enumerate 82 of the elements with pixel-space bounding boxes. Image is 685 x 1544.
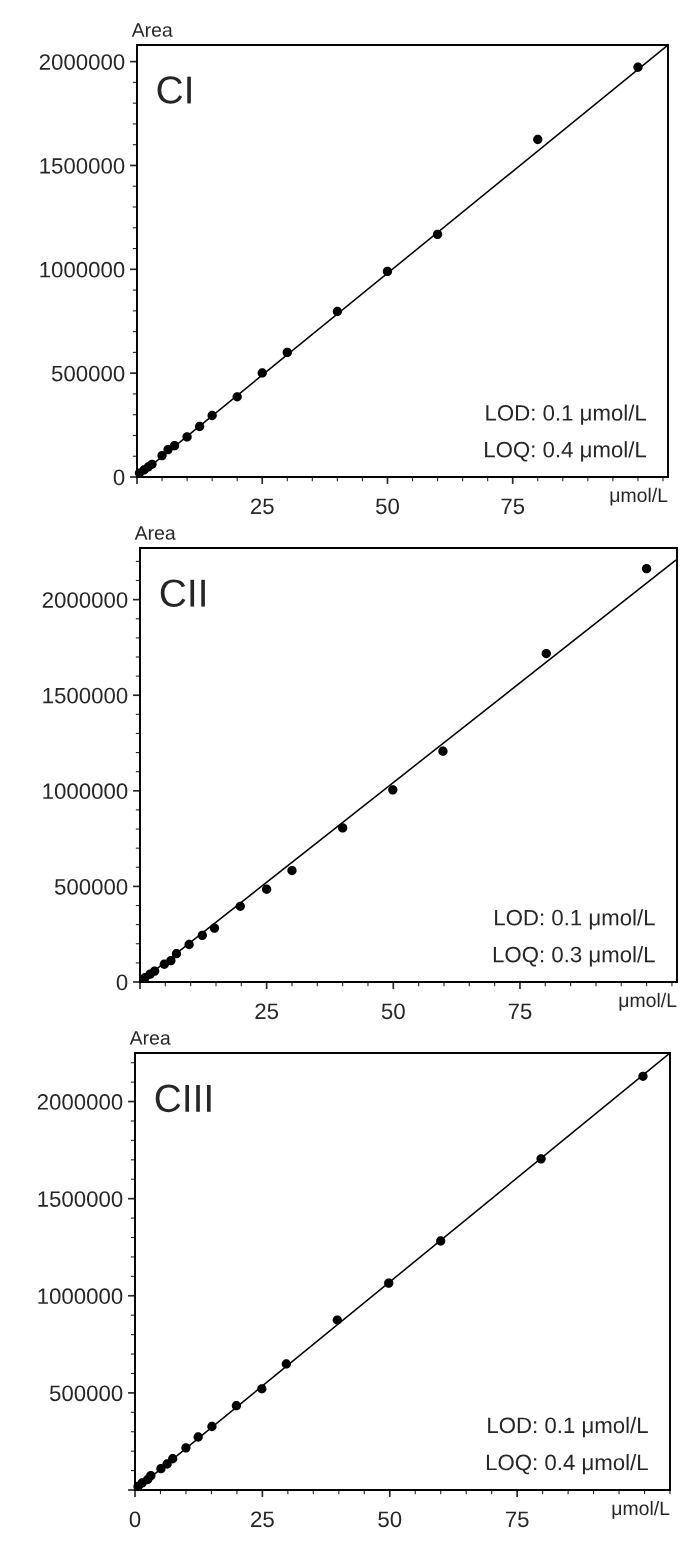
point xyxy=(166,955,176,966)
point xyxy=(156,1463,166,1474)
annotation: LOQ: 0.3 μmol/L xyxy=(493,946,655,967)
x-tick-label: 0 xyxy=(129,1511,141,1528)
x-tick-label: 25 xyxy=(255,1003,279,1020)
point xyxy=(257,368,267,378)
y-tick-label: 1500000 xyxy=(38,1191,123,1207)
x-tick-label: 25 xyxy=(251,1511,274,1528)
y-tick-label: 500000 xyxy=(51,365,125,382)
x-tick-label: 75 xyxy=(501,498,525,515)
y-tick-label: 0 xyxy=(113,469,125,486)
point xyxy=(382,266,393,277)
point xyxy=(257,1384,267,1394)
x-tick-label: 25 xyxy=(251,498,274,515)
point xyxy=(436,1236,446,1246)
point xyxy=(207,410,217,421)
point xyxy=(168,1454,178,1464)
y-axis-title: Area xyxy=(131,23,173,37)
x-tick-label: 50 xyxy=(378,1511,402,1528)
point xyxy=(147,459,157,469)
y-tick-label: 1500000 xyxy=(43,687,128,704)
annotation: LOD: 0.1 μmol/L xyxy=(495,909,655,930)
y-tick-label: 500000 xyxy=(49,1385,123,1402)
x-axis-title: μmol/L xyxy=(612,1500,670,1519)
point xyxy=(169,440,180,451)
point xyxy=(235,901,245,911)
point xyxy=(181,1443,191,1453)
annotation: LOQ: 0.4 μmol/L xyxy=(486,1453,648,1475)
point xyxy=(209,923,220,933)
y-tick-label: 1000000 xyxy=(40,261,125,278)
x-axis-title: μmol/L xyxy=(610,487,668,506)
point xyxy=(157,450,167,461)
y-tick-label: 1000000 xyxy=(43,783,128,800)
annotation: LOD: 0.1 μmol/L xyxy=(488,1416,648,1438)
y-tick-label: 500000 xyxy=(54,878,128,895)
y-axis-title: Area xyxy=(129,1031,171,1045)
point xyxy=(182,432,192,442)
x-tick-label: 75 xyxy=(505,1511,529,1528)
point xyxy=(207,1421,217,1432)
point xyxy=(536,1154,546,1164)
point xyxy=(281,1359,291,1369)
point xyxy=(287,865,297,876)
point xyxy=(332,1315,342,1325)
y-tick-label: 1500000 xyxy=(40,158,125,174)
annotation: LOQ: 0.4 μmol/L xyxy=(485,441,647,462)
point xyxy=(332,306,343,317)
x-axis-title: μmol/L xyxy=(619,992,677,1011)
point xyxy=(261,884,272,894)
x-tick-label: 50 xyxy=(381,1003,405,1020)
point xyxy=(184,939,194,950)
point xyxy=(146,1470,156,1481)
point xyxy=(533,134,543,145)
y-tick-label: 2000000 xyxy=(42,592,128,608)
point xyxy=(432,229,443,240)
x-tick-label: 75 xyxy=(508,1003,532,1020)
point xyxy=(638,1071,648,1081)
y-tick-label: 1000000 xyxy=(38,1288,123,1305)
point xyxy=(282,347,292,358)
y-tick-label: 2000000 xyxy=(39,54,125,70)
point xyxy=(232,392,242,402)
point xyxy=(194,421,205,432)
text: CIII xyxy=(155,1084,211,1113)
y-tick-label: 0 xyxy=(116,974,128,991)
text: CII xyxy=(160,579,205,607)
point xyxy=(641,563,652,574)
point xyxy=(388,785,398,795)
text: CI xyxy=(157,76,191,104)
x-tick-label: 50 xyxy=(376,498,399,515)
point xyxy=(541,648,551,659)
y-tick-label: 2000000 xyxy=(37,1094,123,1110)
point xyxy=(197,930,207,941)
point xyxy=(337,823,348,833)
point xyxy=(150,966,160,976)
y-axis-title: Area xyxy=(134,526,176,540)
point xyxy=(162,1459,172,1469)
point xyxy=(171,949,182,959)
point xyxy=(384,1278,394,1288)
point xyxy=(438,746,448,756)
annotation: LOD: 0.1 μmol/L xyxy=(486,404,647,425)
point xyxy=(633,62,643,72)
point xyxy=(231,1401,242,1411)
point xyxy=(193,1432,203,1442)
